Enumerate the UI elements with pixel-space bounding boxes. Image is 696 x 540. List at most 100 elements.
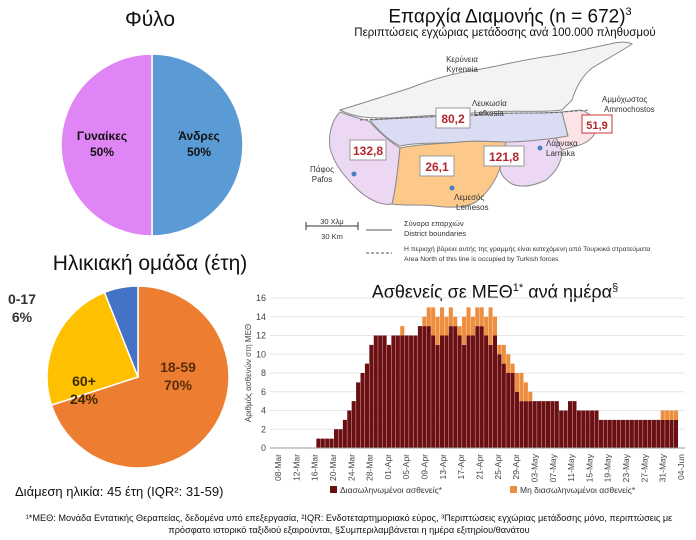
icu-bar-intubated — [479, 326, 484, 448]
icu-bar-intubated — [603, 419, 608, 448]
icu-bar-intubated — [342, 419, 347, 448]
age-pie-label-2: 0-17 — [8, 291, 36, 307]
icu-xtick: 31-May — [658, 453, 668, 482]
sex-pie-slice-1 — [60, 53, 153, 237]
icu-bar-intubated — [497, 354, 502, 448]
icu-bar-intubated — [325, 438, 330, 448]
icu-bar-intubated — [457, 335, 462, 448]
icu-bar-non-intubated — [422, 316, 427, 327]
rate-lefkosia: 80,2 — [441, 112, 465, 126]
icu-chart-title: Ασθενείς σε ΜΕΘ1* ανά ημέρα§ — [300, 282, 690, 303]
icu-bar-intubated — [320, 438, 325, 448]
icu-bar-intubated — [568, 401, 573, 448]
icu-bar-non-intubated — [426, 307, 431, 327]
rate-box-lefkosia — [435, 107, 471, 129]
icu-bar-intubated — [545, 401, 550, 448]
icu-bar-intubated — [444, 335, 449, 448]
icu-bar-non-intubated — [660, 410, 665, 420]
icu-bar-non-intubated — [448, 307, 453, 327]
icu-bar-non-intubated — [400, 326, 405, 336]
icu-xtick: 19-May — [603, 453, 613, 482]
icu-bar-intubated — [612, 419, 617, 448]
icu-bar-intubated — [660, 419, 665, 448]
icu-bar-non-intubated — [501, 344, 506, 364]
icu-ytick: 2 — [261, 424, 266, 434]
rate-lemesos: 26,1 — [425, 160, 449, 174]
icu-bar-intubated — [462, 344, 467, 448]
icu-bar-intubated — [523, 401, 528, 448]
age-pie-pct-0: 70% — [164, 377, 193, 393]
footnote: ¹*ΜΕΘ: Μονάδα Εντατικής Θεραπείας, δεδομ… — [25, 513, 673, 535]
icu-bar-non-intubated — [510, 363, 515, 373]
icu-bar-intubated — [426, 326, 431, 448]
icu-bar-intubated — [466, 335, 471, 448]
icu-bar-non-intubated — [439, 307, 445, 336]
icu-bar-intubated — [413, 335, 418, 448]
icu-ytick: 8 — [261, 368, 266, 378]
icu-bar-intubated — [356, 382, 361, 448]
rate-box-pafos — [349, 139, 387, 161]
icu-bar-intubated — [638, 419, 643, 448]
icu-xtick: 11-May — [566, 453, 576, 481]
icu-bar-intubated — [634, 419, 639, 448]
icu-bar-intubated — [647, 419, 652, 448]
icu-bar-intubated — [435, 344, 440, 448]
sex-pie-chart: Άνδρες 50% Γυναίκες 50% — [60, 53, 244, 237]
icu-xtick: 20-Mar — [328, 454, 338, 481]
icu-bar-non-intubated — [466, 307, 471, 336]
icu-ytick: 12 — [256, 331, 266, 341]
icu-bar-intubated — [585, 410, 590, 448]
cyprus-map: 80,2 132,8 26,1 121,8 51,9 Κερύνεια Kyre… — [305, 41, 655, 263]
icu-bar-intubated — [651, 419, 656, 448]
icu-bar-non-intubated — [528, 391, 533, 402]
name-pafos-en: Pafos — [312, 175, 332, 184]
city-dot-larnaka — [537, 145, 543, 151]
rate-ammochostos: 51,9 — [586, 120, 607, 132]
rate-larnaka: 121,8 — [489, 150, 519, 164]
icu-xtick: 09-Apr — [420, 454, 430, 480]
city-dot-lemesos — [449, 185, 455, 191]
icu-bar-intubated — [643, 419, 648, 448]
icu-bar-non-intubated — [444, 316, 449, 336]
icu-bar-intubated — [316, 438, 321, 448]
icu-bar-non-intubated — [484, 316, 489, 336]
icu-bar-intubated — [382, 335, 387, 448]
icu-bar-non-intubated — [475, 307, 480, 327]
icu-bar-intubated — [665, 419, 670, 448]
rate-box-lemesos — [419, 155, 455, 177]
icu-bar-non-intubated — [457, 326, 462, 336]
icu-bar-intubated — [550, 401, 555, 448]
icu-bar-intubated — [347, 410, 352, 448]
icu-bar-intubated — [590, 410, 595, 448]
age-pie-pct-2: 6% — [12, 309, 33, 325]
icu-xtick: 27-May — [639, 453, 649, 482]
icu-bar-intubated — [572, 401, 577, 448]
icu-xtick: 28-Mar — [365, 454, 375, 481]
icu-xtick: 07-May — [548, 453, 558, 482]
name-ammochostos-gr: Αμμόχωστος — [602, 95, 647, 104]
icu-bar-intubated — [378, 335, 383, 448]
icu-xtick: 29-Apr — [511, 454, 521, 480]
icu-title-text: Ασθενείς σε ΜΕΘ — [371, 282, 513, 302]
icu-bar-intubated — [488, 344, 493, 448]
sex-chart-title: Φύλο — [124, 8, 176, 31]
sex-pie-pct-1: 50% — [90, 145, 114, 159]
rate-box-ammochostos — [581, 114, 613, 134]
rate-pafos: 132,8 — [353, 144, 383, 158]
icu-bar-intubated — [629, 419, 634, 448]
age-pie-slice-2 — [103, 285, 139, 378]
name-pafos-gr: Πάφος — [310, 165, 334, 174]
icu-xtick: 25-Apr — [493, 454, 503, 480]
map-occupation-line — [359, 109, 591, 121]
age-pie-label-0: 18-59 — [160, 359, 196, 375]
icu-xtick: 13-Apr — [438, 454, 448, 480]
icu-bar-intubated — [616, 419, 621, 448]
icu-bar-intubated — [501, 363, 506, 448]
map-subtitle: Περιπτώσεις εγχώριας μετάδοσης ανά 100.0… — [354, 27, 656, 39]
icu-bar-intubated — [541, 401, 546, 448]
icu-bar-intubated — [369, 344, 374, 448]
icu-bar-intubated — [422, 326, 427, 448]
legend-north-gr: Η περιοχή βόρεια αυτής της γραμμής είναι… — [404, 245, 650, 253]
icu-bar-non-intubated — [479, 307, 484, 327]
name-lefkosia-gr: Λευκωσία — [472, 99, 507, 108]
